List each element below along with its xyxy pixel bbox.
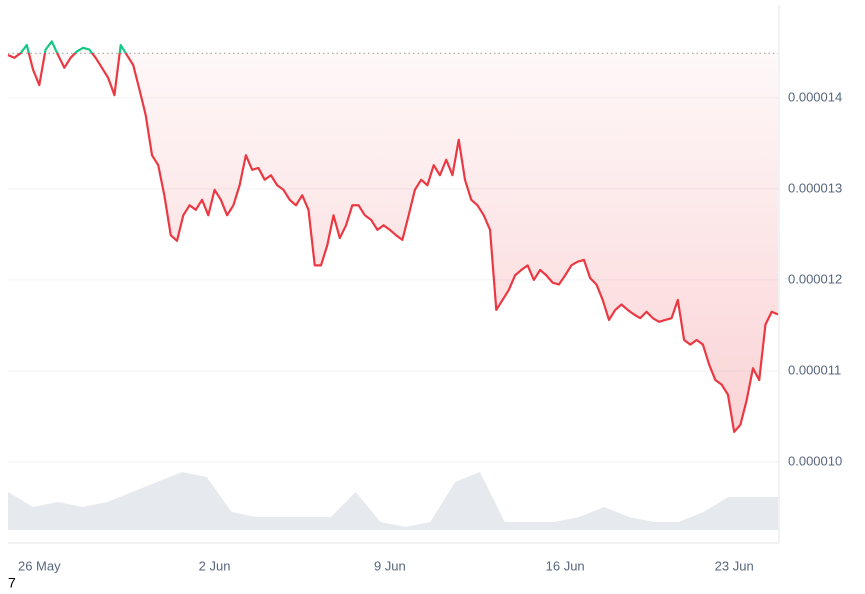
y-tick-label: 0.000011 <box>788 362 841 377</box>
x-tick-label: 23 Jun <box>715 558 754 573</box>
y-tick-label: 0.000014 <box>788 89 842 104</box>
price-fill <box>8 41 778 432</box>
footnote: 7 <box>8 575 16 591</box>
x-tick-label: 2 Jun <box>199 558 231 573</box>
x-tick-label: 16 Jun <box>546 558 585 573</box>
price-line <box>7 40 779 434</box>
y-tick-label: 0.000012 <box>788 271 842 286</box>
x-tick-label: 9 Jun <box>374 558 406 573</box>
y-tick-label: 0.000013 <box>788 180 842 195</box>
y-tick-label: 0.000010 <box>788 453 842 468</box>
volume-area <box>8 472 778 530</box>
x-tick-label: 26 May <box>18 558 61 573</box>
